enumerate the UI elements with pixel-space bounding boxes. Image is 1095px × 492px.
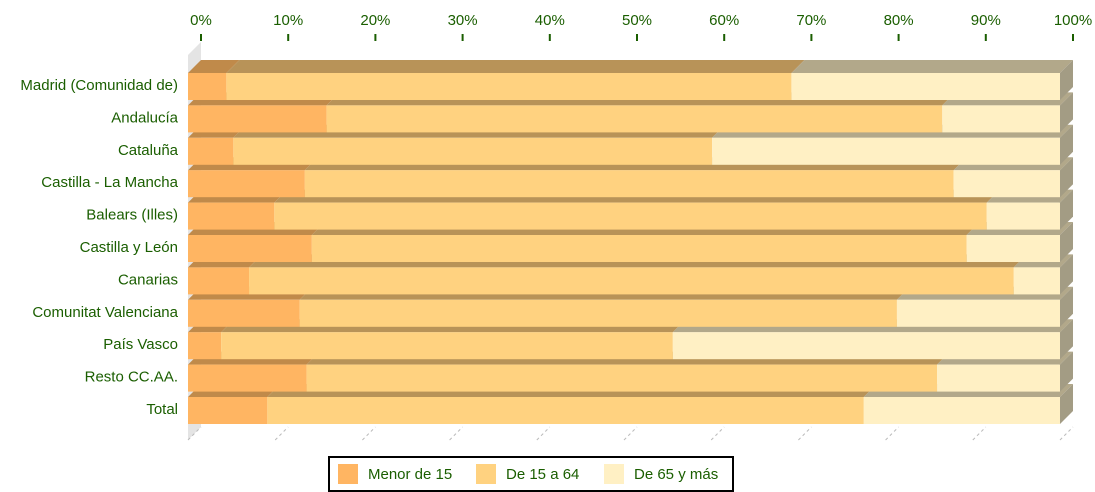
y-tick-label: Castilla - La Mancha	[41, 174, 178, 191]
floor-tick	[362, 426, 376, 441]
bar	[986, 202, 1060, 230]
bar	[249, 267, 1014, 295]
x-tick-label: 50%	[622, 12, 652, 29]
legend-label: De 15 a 64	[506, 466, 579, 483]
y-tick-label: Canarias	[118, 271, 178, 288]
bar-top	[791, 60, 1073, 73]
bar	[311, 235, 967, 262]
bar	[326, 105, 943, 133]
floor-tick	[710, 426, 725, 441]
legend-box	[328, 456, 734, 492]
bar	[937, 364, 1060, 392]
bar	[188, 332, 222, 360]
bar-side	[1060, 319, 1073, 360]
bar-side	[1060, 92, 1073, 133]
bar	[188, 202, 275, 230]
x-tick-label: 20%	[360, 12, 390, 29]
bar	[188, 170, 305, 198]
bar-side	[1060, 189, 1073, 230]
y-tick-label: Resto CC.AA.	[85, 369, 178, 386]
x-tick-label: 60%	[709, 12, 739, 29]
floor-tick	[972, 426, 987, 441]
floor-tick	[449, 426, 463, 441]
legend-swatch	[338, 464, 358, 484]
bar	[672, 332, 1060, 360]
floor-tick	[885, 426, 899, 441]
x-tick-label: 100%	[1054, 12, 1092, 29]
bar	[188, 364, 307, 392]
y-tick-label: Balears (Illes)	[86, 207, 178, 224]
bar	[267, 397, 864, 424]
y-tick-label: Andalucía	[111, 109, 178, 126]
x-tick-label: 0%	[190, 12, 212, 29]
y-tick-label: Cataluña	[118, 142, 179, 159]
bar	[274, 202, 987, 230]
bar-top	[188, 60, 240, 73]
y-tick-label: Comunitat Valenciana	[32, 304, 178, 321]
bar-side	[1060, 384, 1073, 424]
bar	[188, 105, 327, 133]
y-tick-label: País Vasco	[103, 336, 178, 353]
x-tick-label: 30%	[448, 12, 478, 29]
bar	[188, 73, 227, 100]
floor-tick	[623, 426, 638, 441]
bar-side	[1060, 124, 1073, 165]
bar-side	[1060, 351, 1073, 392]
bar	[299, 299, 897, 327]
x-tick-label: 80%	[884, 12, 914, 29]
x-tick-label: 10%	[273, 12, 303, 29]
x-tick-label: 70%	[796, 12, 826, 29]
x-tick-label: 40%	[535, 12, 565, 29]
bar	[188, 137, 234, 165]
bar	[226, 73, 792, 100]
bar	[233, 137, 713, 165]
bar	[306, 364, 938, 392]
bar-side	[1060, 157, 1073, 198]
bar-top	[226, 60, 805, 73]
y-tick-label: Total	[146, 401, 178, 418]
bar	[221, 332, 673, 360]
floor-tick	[274, 426, 289, 441]
bar	[942, 105, 1060, 133]
bar	[188, 397, 268, 424]
legend-swatch	[476, 464, 496, 484]
y-tick-label: Castilla y León	[80, 239, 178, 256]
bar-side	[1060, 254, 1073, 295]
bar	[896, 299, 1060, 327]
legend-label: Menor de 15	[368, 466, 452, 483]
bar	[966, 235, 1060, 262]
bar	[188, 235, 312, 262]
bar	[188, 299, 300, 327]
bar	[863, 397, 1060, 424]
floor-tick	[798, 426, 812, 441]
bar	[791, 73, 1060, 100]
bar	[1013, 267, 1060, 295]
legend-swatch	[604, 464, 624, 484]
floor-tick	[1059, 426, 1074, 441]
x-tick-label: 90%	[971, 12, 1001, 29]
legend-label: De 65 y más	[634, 466, 718, 483]
bar	[953, 170, 1060, 198]
bar-side	[1060, 286, 1073, 327]
bar	[712, 137, 1060, 165]
floor-tick	[536, 426, 551, 441]
bar	[188, 267, 250, 295]
bar-side	[1060, 222, 1073, 262]
y-tick-label: Madrid (Comunidad de)	[20, 77, 178, 94]
bar-side	[1060, 60, 1073, 100]
bar	[304, 170, 954, 198]
